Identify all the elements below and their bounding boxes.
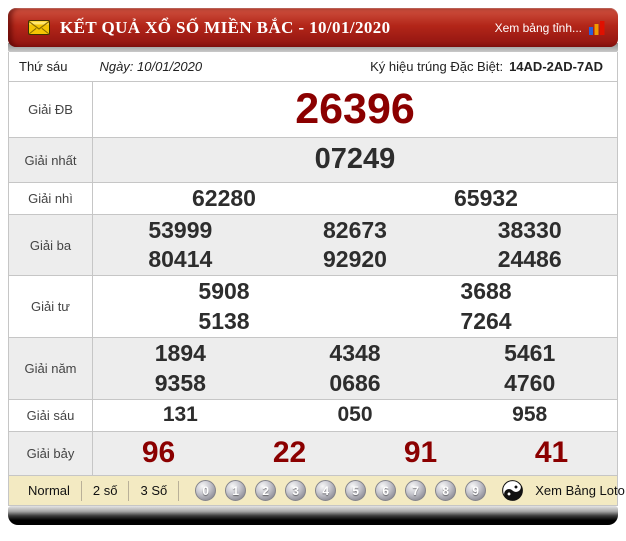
- header-shadow-strip: [8, 43, 618, 52]
- prize-row-bay: Giải bảy 96 22 91 41: [9, 432, 617, 477]
- prize-value-line: 80414 92920 24486: [93, 245, 617, 274]
- prize-value-line: 07249: [93, 141, 617, 178]
- prize-number: 1894: [154, 340, 206, 367]
- prize-row-nhi: Giải nhì 62280 65932: [9, 183, 617, 216]
- prize-values: 26396: [93, 82, 617, 137]
- prize-value-line: 96 22 91 41: [93, 434, 617, 472]
- prize-number: 7264: [460, 307, 512, 334]
- digit-ball-1[interactable]: 1: [225, 480, 247, 502]
- province-link-label: Xem bảng tỉnh...: [494, 20, 582, 35]
- prize-value-line: 1894 4348 5461: [93, 339, 617, 368]
- prize-values: 131 050 958: [93, 400, 617, 431]
- prize-row-ba: Giải ba 53999 82673 38330 80414 92920 24486: [9, 215, 617, 277]
- prize-row-sau: Giải sáu 131 050 958: [9, 400, 617, 433]
- province-table-link[interactable]: Xem bảng tỉnh...: [494, 20, 606, 35]
- prize-number: 26396: [295, 85, 415, 133]
- prize-row-tu: Giải tư 5908 3688 5138 7264: [9, 276, 617, 339]
- prize-value-line: 53999 82673 38330: [93, 216, 617, 245]
- digit-ball-6[interactable]: 6: [375, 480, 397, 502]
- prize-label: Giải ĐB: [9, 82, 93, 138]
- prize-value-line: 5138 7264: [93, 307, 617, 336]
- prize-values: 07249: [93, 138, 617, 182]
- lottery-results-widget: KẾT QUẢ XỔ SỐ MIỀN BẮC - 10/01/2020 Xem …: [8, 8, 625, 526]
- prize-number: 5138: [198, 307, 250, 334]
- digit-ball-8[interactable]: 8: [435, 480, 457, 502]
- prize-number: 41: [534, 436, 569, 470]
- prize-label: Giải bảy: [9, 432, 93, 476]
- prize-label: Giải sáu: [9, 400, 93, 432]
- prize-number: 65932: [454, 184, 518, 211]
- prize-number: 07249: [314, 143, 396, 176]
- special-symbol-value: 14AD-2AD-7AD: [509, 59, 603, 74]
- prize-value-line: 62280 65932: [93, 184, 617, 213]
- digit-ball-3[interactable]: 3: [285, 480, 307, 502]
- prize-value-line: 26396: [93, 82, 617, 137]
- prize-number: 82673: [323, 216, 387, 243]
- prize-label: Giải ba: [9, 215, 93, 276]
- prize-row-nam: Giải năm 1894 4348 5461 9358 0686 4760: [9, 338, 617, 401]
- draw-info-row: Thứ sáu Ngày: 10/01/2020 Ký hiệu trúng Đ…: [9, 52, 617, 82]
- filter-buttons: Normal 2 số 3 Số: [17, 480, 180, 501]
- filter-button-0[interactable]: Normal: [17, 480, 82, 501]
- prize-number: 91: [403, 436, 438, 470]
- prize-number: 958: [512, 403, 548, 427]
- prize-value-line: 131 050 958: [93, 402, 617, 429]
- prize-number: 3688: [460, 278, 512, 305]
- prize-rows: Giải ĐB 26396 Giải nhất 07249 Giải nhì 62280 6…: [9, 82, 617, 477]
- digit-ball-5[interactable]: 5: [345, 480, 367, 502]
- digit-ball-4[interactable]: 4: [315, 480, 337, 502]
- special-symbol-label: Ký hiệu trúng Đặc Biệt:: [370, 59, 504, 74]
- prize-number: 5461: [504, 340, 556, 367]
- prize-number: 24486: [497, 246, 562, 273]
- filter-button-2[interactable]: 3 Số: [129, 480, 180, 501]
- prize-number: 9358: [154, 369, 206, 396]
- prize-values: 1894 4348 5461 9358 0686 4760: [93, 338, 617, 399]
- prize-values: 53999 82673 38330 80414 92920 24486: [93, 215, 617, 275]
- digit-ball-9[interactable]: 9: [465, 480, 487, 502]
- prize-number: 53999: [148, 216, 213, 243]
- page-title: KẾT QUẢ XỔ SỐ MIỀN BẮC - 10/01/2020: [60, 17, 391, 37]
- prize-values: 62280 65932: [93, 183, 617, 214]
- prize-row-db: Giải ĐB 26396: [9, 82, 617, 139]
- prize-values: 5908 3688 5138 7264: [93, 276, 617, 337]
- prize-number: 0686: [329, 369, 381, 396]
- digit-ball-7[interactable]: 7: [405, 480, 427, 502]
- prize-number: 92920: [323, 246, 387, 273]
- results-table: Thứ sáu Ngày: 10/01/2020 Ký hiệu trúng Đ…: [8, 52, 625, 507]
- prize-number: 80414: [148, 246, 213, 273]
- prize-number: 62280: [192, 184, 256, 211]
- prize-row-nhat: Giải nhất 07249: [9, 138, 617, 184]
- prize-number: 5908: [198, 278, 250, 305]
- header-bar: KẾT QUẢ XỔ SỐ MIỀN BẮC - 10/01/2020 Xem …: [8, 8, 618, 47]
- prize-label: Giải năm: [9, 338, 93, 400]
- filter-button-1[interactable]: 2 số: [82, 480, 130, 501]
- prize-values: 96 22 91 41: [93, 432, 617, 475]
- prize-number: 38330: [497, 216, 562, 243]
- prize-value-line: 9358 0686 4760: [93, 369, 617, 398]
- prize-value-line: 5908 3688: [93, 277, 617, 306]
- prize-number: 4348: [329, 340, 381, 367]
- digit-ball-2[interactable]: 2: [255, 480, 277, 502]
- loto-table-link[interactable]: Xem Bảng Loto: [535, 483, 625, 499]
- draw-date-label: Ngày: 10/01/2020: [99, 59, 203, 74]
- prize-number: 96: [141, 436, 176, 470]
- weekday-label: Thứ sáu: [19, 59, 68, 74]
- prize-number: 050: [337, 403, 373, 427]
- prize-number: 22: [272, 436, 307, 470]
- prize-label: Giải nhì: [9, 183, 93, 215]
- yin-yang-ball[interactable]: [502, 480, 524, 501]
- prize-number: 4760: [504, 369, 556, 396]
- prize-label: Giải nhất: [9, 138, 93, 183]
- envelope-icon: [28, 20, 50, 35]
- bottom-bar: [8, 506, 618, 526]
- prize-label: Giải tư: [9, 276, 93, 338]
- bar-chart-icon: [589, 20, 605, 35]
- prize-number: 131: [162, 403, 198, 427]
- digit-ball-0[interactable]: 0: [195, 480, 217, 502]
